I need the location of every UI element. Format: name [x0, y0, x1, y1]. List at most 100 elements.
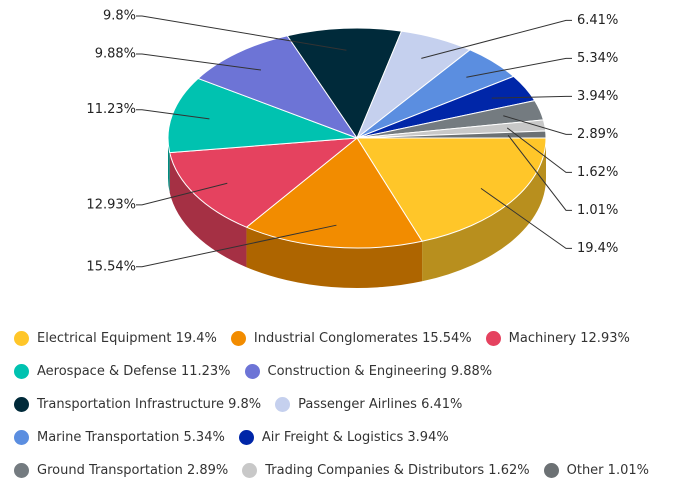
legend-text: Air Freight & Logistics 3.94%: [262, 430, 449, 445]
legend: Electrical Equipment 19.4% Industrial Con…: [14, 322, 699, 487]
data-label: 9.88%: [95, 47, 136, 62]
data-label: 2.89%: [577, 127, 618, 142]
legend-name: Machinery: [508, 331, 577, 346]
legend-value: 11.23%: [180, 364, 231, 379]
legend-value: 2.89%: [186, 463, 229, 478]
data-label: 15.54%: [86, 259, 136, 274]
legend-item: Other 1.01%: [543, 463, 649, 478]
slice-top: [245, 137, 423, 249]
legend-name: Transportation Infrastructure: [37, 397, 224, 412]
legend-swatch: [14, 430, 29, 445]
legend-name: Trading Companies & Distributors: [265, 463, 485, 478]
legend-name: Passenger Airlines: [298, 397, 417, 412]
legend-swatch: [14, 331, 29, 346]
legend-value: 5.34%: [183, 430, 225, 445]
legend-item: Industrial Conglomerates 15.54%: [230, 331, 472, 346]
legend-swatch: [244, 364, 260, 379]
legend-value: 3.94%: [407, 430, 449, 445]
data-label: 6.41%: [577, 13, 618, 28]
legend-value: 9.88%: [450, 364, 493, 379]
slice: [356, 130, 547, 139]
data-label: 3.94%: [577, 89, 618, 104]
legend-row: Marine Transportation 5.34% Air Freight &…: [14, 421, 699, 454]
legend-swatch: [242, 463, 258, 478]
legend-item: Machinery 12.93%: [485, 331, 630, 346]
slice: [245, 137, 423, 288]
legend-item: Electrical Equipment 19.4%: [14, 331, 217, 346]
legend-row: Aerospace & Defense 11.23% Construction &…: [14, 355, 699, 388]
leader-line: [136, 109, 210, 120]
leader-line: [136, 15, 347, 51]
legend-name: Industrial Conglomerates: [253, 331, 418, 346]
leader-line: [507, 134, 572, 211]
legend-swatch: [14, 397, 29, 412]
legend-text: Passenger Airlines 6.41%: [298, 397, 462, 412]
legend-value: 6.41%: [421, 397, 463, 412]
data-label: 11.23%: [86, 102, 136, 117]
slice: [169, 137, 359, 268]
data-label: 5.34%: [577, 51, 618, 66]
slice-side: [169, 152, 247, 268]
slice-side: [246, 227, 423, 288]
slice-top: [197, 35, 359, 140]
slice: [197, 35, 359, 140]
leader-line: [480, 187, 572, 249]
legend-swatch: [230, 331, 246, 346]
data-label: 1.62%: [577, 165, 618, 180]
legend-item: Transportation Infrastructure 9.8%: [14, 397, 261, 412]
slice: [286, 27, 403, 140]
data-label: 1.01%: [577, 203, 618, 218]
legend-item: Passenger Airlines 6.41%: [275, 397, 462, 412]
legend-name: Electrical Equipment: [37, 331, 172, 346]
leader-line: [421, 19, 572, 59]
legend-swatch: [14, 463, 29, 478]
legend-name: Ground Transportation: [37, 463, 183, 478]
legend-text: Aerospace & Defense 11.23%: [37, 364, 231, 379]
legend-text: Electrical Equipment 19.4%: [37, 331, 217, 346]
legend-value: 19.4%: [175, 331, 217, 346]
leader-line: [506, 127, 572, 173]
legend-name: Marine Transportation: [37, 430, 180, 445]
data-label: 19.4%: [577, 241, 618, 256]
legend-value: 1.01%: [607, 463, 649, 478]
legend-item: Trading Companies & Distributors 1.62%: [242, 463, 530, 478]
legend-row: Transportation Infrastructure 9.8% Passen…: [14, 388, 699, 421]
legend-item: Ground Transportation 2.89%: [14, 463, 228, 478]
data-label: 12.93%: [86, 197, 136, 212]
legend-value: 15.54%: [422, 331, 472, 346]
legend-text: Transportation Infrastructure 9.8%: [37, 397, 261, 412]
legend-text: Marine Transportation 5.34%: [37, 430, 225, 445]
chart: 9.8% 9.88% 11.23% 12.93% 15.54% 6.41% 5.34% 3.9…: [86, 9, 618, 288]
legend-swatch: [14, 364, 29, 379]
legend-name: Other: [566, 463, 604, 478]
leader-line: [136, 182, 228, 206]
legend-item: Construction & Engineering 9.88%: [244, 364, 493, 379]
legend-name: Aerospace & Defense: [37, 364, 177, 379]
slice-top: [286, 27, 403, 140]
leader-line: [466, 57, 572, 78]
legend-item: Marine Transportation 5.34%: [14, 430, 225, 445]
legend-swatch: [275, 397, 291, 412]
legend-value: 1.62%: [488, 463, 530, 478]
data-label: 9.8%: [103, 9, 136, 24]
legend-text: Machinery 12.93%: [509, 331, 630, 346]
legend-swatch: [485, 331, 501, 346]
legend-text: Trading Companies & Distributors 1.62%: [265, 463, 529, 478]
slice-top: [356, 130, 547, 139]
slice-top: [169, 137, 359, 228]
legend-swatch: [543, 463, 559, 478]
legend-text: Ground Transportation 2.89%: [37, 463, 228, 478]
legend-text: Industrial Conglomerates 15.54%: [254, 331, 472, 346]
legend-name: Air Freight & Logistics: [261, 430, 404, 445]
legend-row: Ground Transportation 2.89% Trading Compa…: [14, 454, 699, 487]
leader-line: [503, 115, 572, 135]
legend-text: Other 1.01%: [567, 463, 649, 478]
legend-value: 12.93%: [580, 331, 630, 346]
leader-line: [491, 95, 572, 99]
leader-line: [136, 53, 262, 71]
legend-item: Air Freight & Logistics 3.94%: [238, 430, 449, 445]
leader-line: [136, 224, 337, 268]
legend-row: Electrical Equipment 19.4% Industrial Con…: [14, 322, 699, 355]
legend-swatch: [238, 430, 254, 445]
